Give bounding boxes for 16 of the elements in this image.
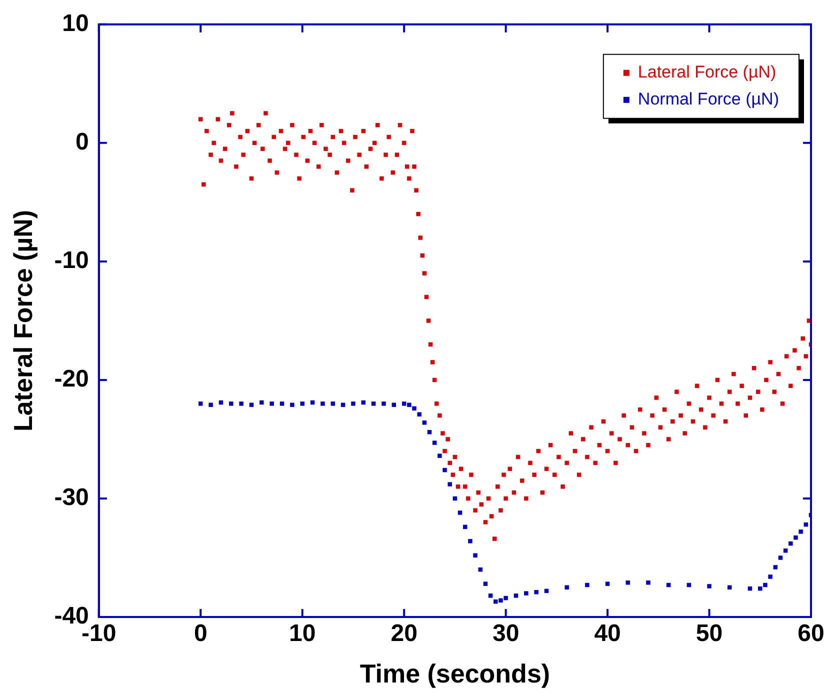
x-tick-label: 50 [696,620,723,648]
y-tick-label: 0 [76,128,89,156]
x-tick-label: 60 [798,620,824,648]
x-tick-label: 10 [288,620,316,648]
legend-label: Normal Force (µN) [638,90,780,109]
y-tick-label: 10 [62,10,89,38]
x-tick-label: 40 [594,620,621,648]
x-tick-label: 20 [390,620,418,648]
x-tick-label: 0 [194,620,208,648]
y-axis-title: Lateral Force (µN) [8,210,38,432]
x-tick-label: 30 [492,620,520,648]
y-tick-label: -10 [54,247,89,274]
x-axis-title: Time (seconds) [360,658,550,689]
y-tick-label: -30 [54,484,89,512]
y-tick-label: -20 [54,366,89,393]
legend-label: Lateral Force (µN) [638,62,776,82]
